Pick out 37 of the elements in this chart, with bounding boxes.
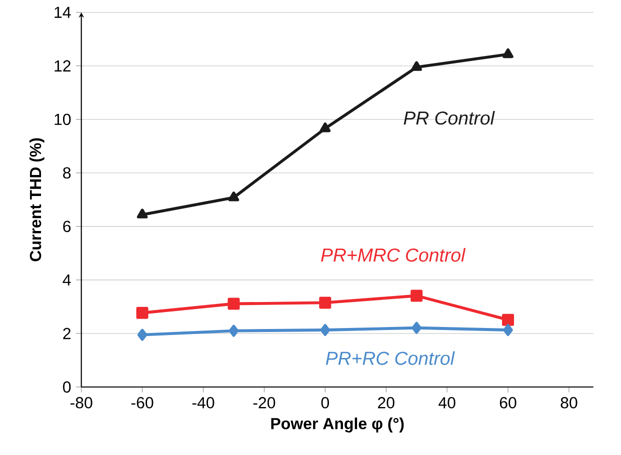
series-label: PR+MRC Control <box>321 248 466 262</box>
series-label: PR+RC Control <box>326 351 455 365</box>
y-tick-label: 2 <box>63 328 70 340</box>
y-tick-label: 12 <box>54 60 70 72</box>
y-tick-label: 4 <box>62 274 71 286</box>
x-tick-label: 0 <box>321 397 329 408</box>
point <box>228 324 239 337</box>
point <box>228 298 240 310</box>
y-tick-label: 10 <box>54 114 71 126</box>
point <box>136 306 148 319</box>
point <box>320 324 330 336</box>
x-tick-label: 20 <box>378 397 394 408</box>
x-tick-label: -40 <box>192 397 214 408</box>
x-tick-label: 60 <box>500 397 516 408</box>
point <box>137 328 148 341</box>
y-tick-label: 8 <box>63 167 71 179</box>
x-tick-label: -60 <box>131 397 154 408</box>
point <box>410 290 423 302</box>
point <box>502 48 514 58</box>
x-tick-label: 40 <box>438 397 456 408</box>
x-tick-label: -20 <box>253 397 276 408</box>
x-tick-label: -80 <box>70 397 92 408</box>
point <box>320 122 331 132</box>
y-tick-label: 6 <box>63 220 71 232</box>
series-label: PR Control <box>404 110 495 125</box>
y-tick-label: 14 <box>54 6 71 18</box>
x-axis-title: Power Angle φ (°) <box>271 418 404 433</box>
y-tick-label: 0 <box>63 381 71 393</box>
point <box>503 324 513 336</box>
point <box>412 322 422 334</box>
point <box>228 192 240 202</box>
point <box>411 61 422 71</box>
point <box>502 314 514 326</box>
point <box>319 296 332 309</box>
point <box>136 208 148 218</box>
y-axis-title: Current THD (%) <box>29 138 44 262</box>
x-tick-label: 80 <box>560 397 578 408</box>
